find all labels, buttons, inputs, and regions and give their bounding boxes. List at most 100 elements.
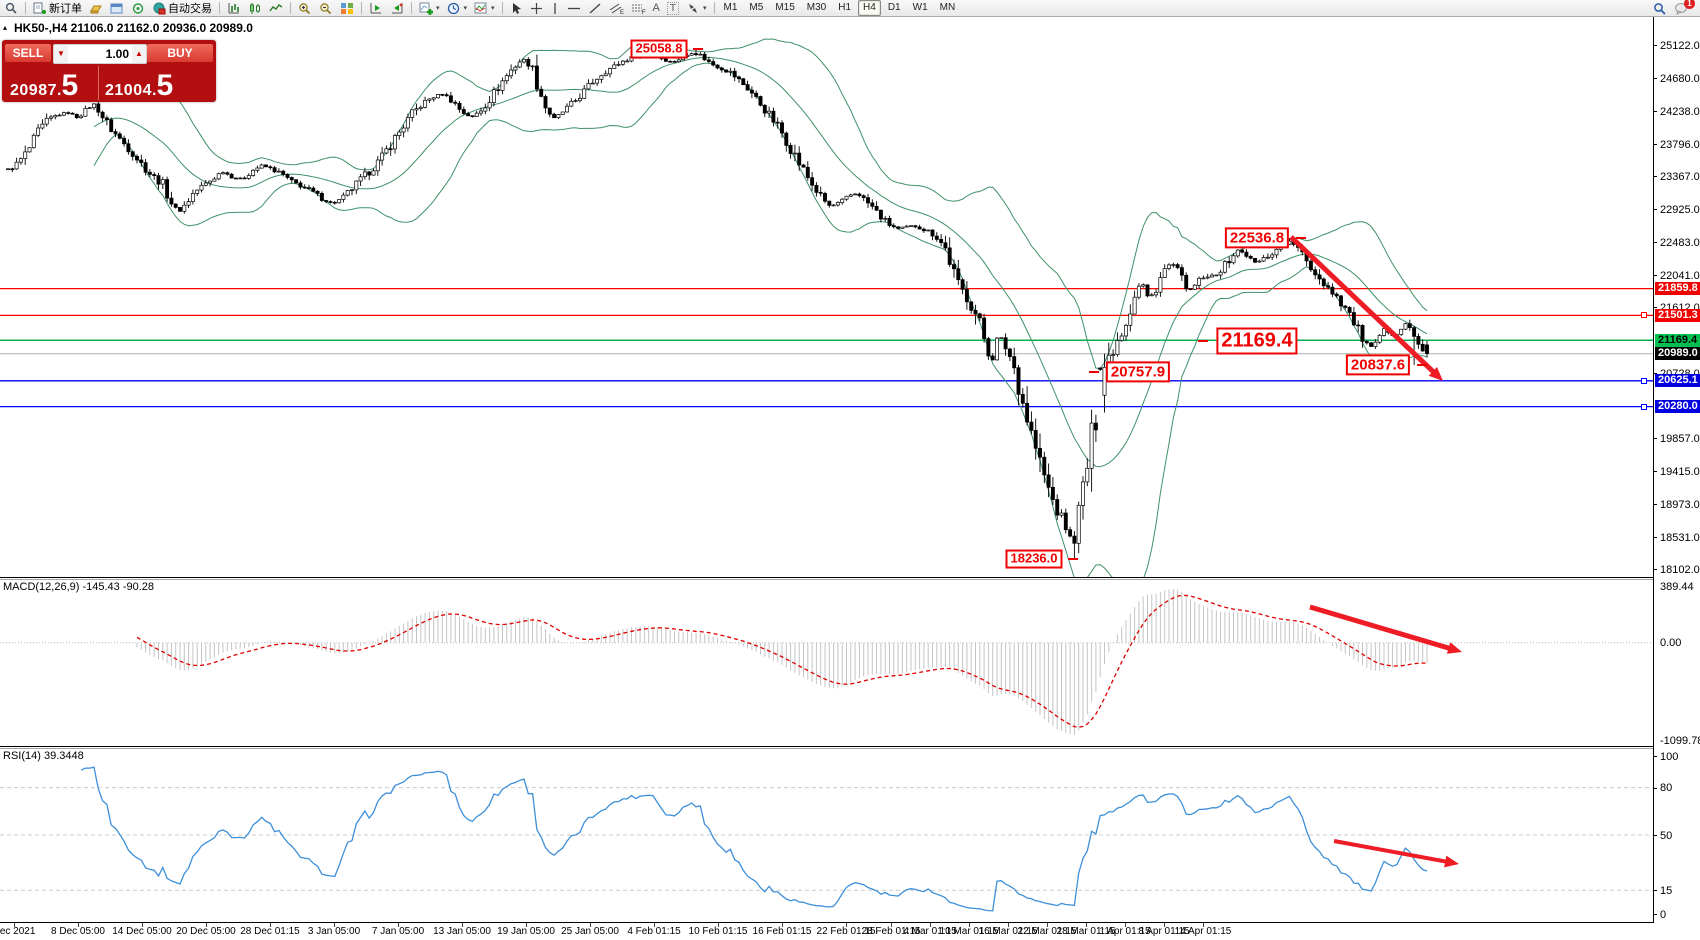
toolbar-separator [713,2,715,14]
price-annotation[interactable]: 21169.4 [1216,327,1298,355]
data-window-icon[interactable] [107,0,127,17]
horizontal-line-button[interactable] [564,0,584,17]
rsi-scale-label: 50 [1660,829,1673,842]
toolbar-separator [290,2,291,14]
crosshair-button[interactable] [527,0,546,17]
price-axis-tick-mark [1653,176,1657,178]
volume-decrease-button[interactable]: ▼ [54,45,68,63]
rsi-scale-tick-mark [1653,890,1657,892]
fibonacci-button[interactable]: F [628,0,649,17]
cursor-button[interactable] [507,0,526,17]
price-annotation[interactable]: 22536.8 [1224,227,1290,249]
periods-button[interactable]: ▾ [444,0,471,17]
label-tool-glyph: T [666,1,679,15]
panel-separator[interactable] [0,746,1654,747]
volume-increase-button[interactable]: ▲ [132,45,146,63]
time-axis-label: 19 Jan 05:00 [497,926,555,937]
time-axis-tick-mark [891,923,892,927]
candlestick-chart-button[interactable] [245,0,265,17]
vertical-line-button[interactable] [547,0,563,17]
timeframe-M1[interactable]: M1 [723,2,738,13]
time-axis-label: 10 Feb 01:15 [688,926,748,937]
timeframe-M5[interactable]: M5 [749,2,764,13]
price-axis-tick: 22483.0 [1660,236,1700,249]
trend-arrow[interactable] [1289,235,1443,381]
time-axis-tick-mark [270,923,271,927]
price-annotation[interactable]: 20837.6 [1345,354,1411,376]
time-axis-tick-mark [1203,923,1204,927]
rsi-panel[interactable] [0,748,1654,922]
time-axis-label: 8 Apr 01:15 [1138,926,1190,937]
svg-text:E: E [620,10,624,15]
price-axis-tick-mark [1653,242,1657,244]
trend-arrow[interactable] [1333,839,1459,868]
line-chart-button[interactable] [266,0,286,17]
text-button[interactable]: A [650,0,663,17]
panel-separator[interactable] [0,577,1654,578]
trend-arrow[interactable] [1309,604,1462,654]
price-axis-tick-mark [1653,537,1657,539]
templates-button[interactable]: ▾ [471,0,498,17]
timeframe-H1[interactable]: H1 [838,2,852,13]
chart-marker-icon: ▴ [3,23,8,32]
sell-button[interactable]: SELL [5,44,51,62]
line-drag-handle[interactable] [1641,403,1647,410]
zoom-in-button[interactable] [295,0,315,17]
price-axis-badge: 20989.0 [1655,347,1700,361]
tile-windows-button[interactable] [337,0,357,17]
indicators-button[interactable]: ▾ [416,0,443,17]
sell-price[interactable]: 20987 . 5 [10,71,78,101]
chevron-down-icon: ▾ [703,5,707,12]
chart-shift-button[interactable] [366,0,386,17]
sell-price-dot: . [57,82,62,99]
zoom-out-button[interactable] [316,0,336,17]
search-symbol-icon[interactable] [2,0,21,17]
price-axis-tick-mark [1653,209,1657,211]
price-annotation[interactable]: 20757.9 [1105,361,1171,383]
time-axis-strip[interactable] [0,923,1654,940]
price-annotation[interactable]: 25058.8 [630,39,688,59]
panel-separator [0,748,1654,749]
timeframe-D1[interactable]: D1 [887,2,901,13]
arrows-tool-button[interactable]: ▾ [683,0,710,17]
signals-icon[interactable] [128,0,148,17]
price-chart[interactable] [0,17,1654,577]
timeframe-buttons: M1 M5 M15 M30 H1 H4 D1 W1 MN [719,0,961,16]
macd-panel[interactable] [0,579,1654,745]
time-axis-label: 14 Dec 05:00 [112,926,172,937]
bollinger-bands [93,38,1428,577]
macd-scale-bottom: -1099.78 [1660,735,1700,747]
price-axis-tick-mark [1653,373,1657,375]
auto-scroll-button[interactable] [387,0,407,17]
line-drag-handle[interactable] [1641,312,1647,319]
price-axis-tick-mark [1653,78,1657,79]
price-annotation[interactable]: 18236.0 [1005,549,1063,569]
one-click-trade-panel: SELL ▼ ▲ BUY 20987 . 5 21004 . 5 [2,40,216,102]
timeframe-MN[interactable]: MN [939,2,956,13]
timeframe-H4[interactable]: H4 [858,0,881,16]
time-axis-tick-mark [969,923,970,927]
macd-label: MACD(12,26,9) -145.43 -90.28 [3,581,155,593]
time-axis-label: 4 Mar 01:15 [903,926,957,937]
trendline-button[interactable] [585,0,605,17]
buy-price[interactable]: 21004 . 5 [105,71,173,101]
time-axis-tick-mark [1164,923,1165,927]
price-axis-tick: 18973.0 [1660,498,1700,511]
text-label-button[interactable]: T [664,0,682,17]
notifications-button[interactable]: 1 [1671,0,1695,17]
new-order-button[interactable]: 新订单 [30,0,85,17]
time-axis-tick-mark [78,923,79,927]
price-axis-badge: 21501.3 [1655,308,1700,322]
equidistant-channel-button[interactable]: E [606,0,627,17]
timeframe-M30[interactable]: M30 [806,2,827,13]
price-axis-strip[interactable] [1654,17,1700,940]
market-watch-icon[interactable] [86,0,106,17]
timeframe-M15[interactable]: M15 [775,2,795,13]
timeframe-W1[interactable]: W1 [912,2,928,13]
buy-button[interactable]: BUY [147,44,213,62]
bar-chart-button[interactable] [224,0,244,17]
search-icon[interactable] [1650,0,1670,17]
line-drag-handle[interactable] [1641,377,1647,384]
volume-input[interactable] [68,45,132,63]
auto-trading-button[interactable]: 自动交易 [149,0,215,17]
